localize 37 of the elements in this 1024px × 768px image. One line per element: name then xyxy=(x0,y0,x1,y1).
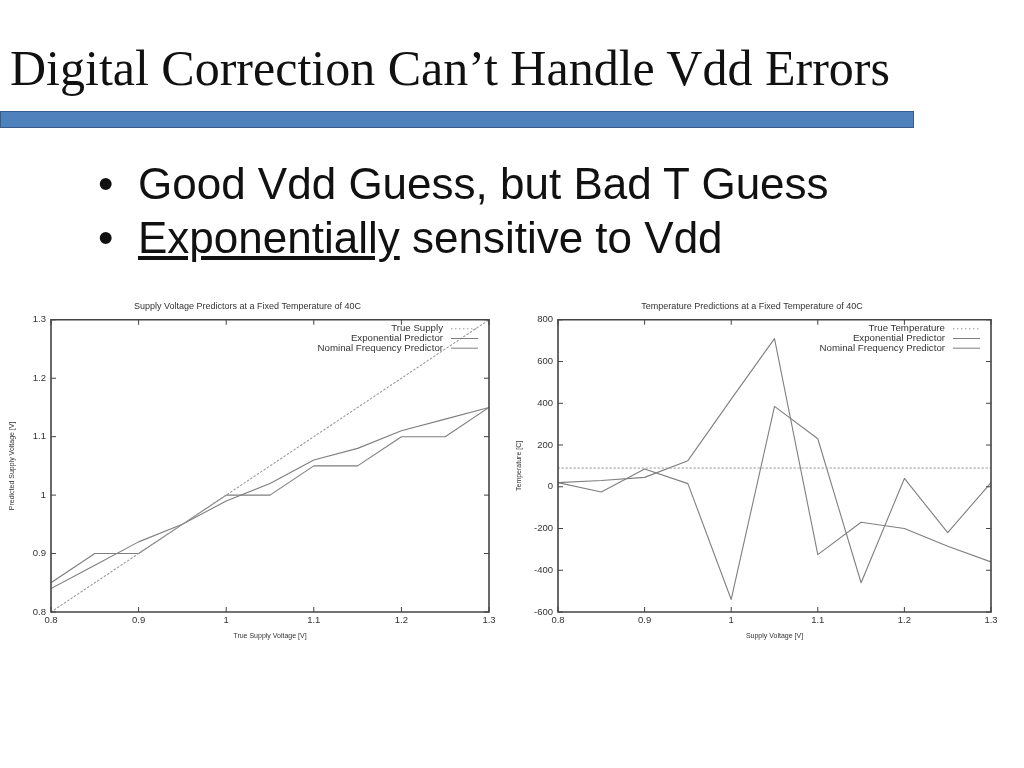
legend-label: True Supply xyxy=(391,322,444,334)
y-tick-label: 800 xyxy=(537,313,553,325)
legend-label: Exponential Predictor xyxy=(350,332,444,344)
x-tick-label: 0.9 xyxy=(131,614,146,626)
x-tick-label: 1 xyxy=(223,614,229,626)
x-tick-label: 1.1 xyxy=(811,614,825,626)
x-tick-label: 1.3 xyxy=(984,614,998,626)
legend-label: True Temperature xyxy=(868,322,945,334)
y-tick-label: -400 xyxy=(533,563,553,575)
x-tick-label: 0.8 xyxy=(551,614,565,626)
y-tick-label: 0 xyxy=(547,480,553,492)
text: • Exponentially sensitive to Vdd xyxy=(98,212,723,264)
y-tick-label: 1.3 xyxy=(32,313,46,325)
y-tick-label: 200 xyxy=(537,438,553,450)
y-tick-label: 0.9 xyxy=(32,547,46,559)
y-tick-label: 1.2 xyxy=(32,371,46,383)
chart-title: Supply Voltage Predictors at a Fixed Temperature of 40C xyxy=(134,300,362,311)
text: Digital Correction Can’t Handle Vdd Errors xyxy=(10,39,890,98)
y-tick-label: 400 xyxy=(537,396,553,408)
x-tick-label: 1 xyxy=(728,614,734,626)
y-tick-label: 600 xyxy=(537,355,553,367)
x-tick-label: 1.2 xyxy=(394,614,409,626)
chart-title: Temperature Predictions at a Fixed Temperature of 40C xyxy=(641,300,864,311)
x-tick-label: 1.1 xyxy=(307,614,321,626)
y-tick-label: 0.8 xyxy=(32,605,46,617)
x-tick-label: 0.8 xyxy=(44,614,58,626)
text: • Good Vdd Guess, but Bad T Guess xyxy=(98,158,829,210)
x-tick-label: 1.2 xyxy=(897,614,912,626)
legend-label: Nominal Frequency Predictor xyxy=(819,341,946,353)
legend-label: Nominal Frequency Predictor xyxy=(317,341,444,353)
y-tick-label: 1 xyxy=(40,488,46,500)
y-tick-label: -600 xyxy=(533,605,553,617)
x-tick-label: 0.9 xyxy=(637,614,652,626)
legend-label: Exponential Predictor xyxy=(852,332,946,344)
y-tick-label: 1.1 xyxy=(32,430,46,442)
y-tick-label: -200 xyxy=(533,522,553,534)
x-tick-label: 1.3 xyxy=(482,614,496,626)
